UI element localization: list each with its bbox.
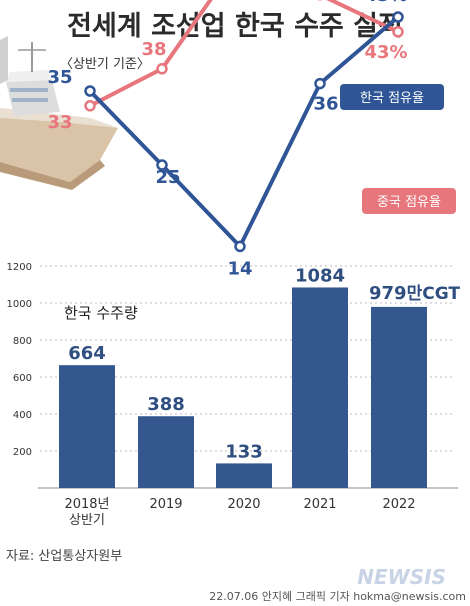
- point-korea-4: [392, 11, 404, 23]
- legend-korea-label: 한국 점유율: [360, 91, 424, 106]
- bar-value-label: 133: [225, 441, 263, 462]
- y-tick-label: 1200: [7, 262, 32, 273]
- bar-value-label: 388: [147, 394, 185, 415]
- y-tick-label: 400: [13, 410, 32, 421]
- point-korea-2: [234, 240, 246, 253]
- y-tick-label: 600: [13, 373, 32, 384]
- share-line-chart: 3525143645%3338534843%: [47, 0, 408, 279]
- bar-2018년: [59, 365, 115, 488]
- point-china-4: [392, 26, 404, 38]
- y-tick-label: 800: [13, 336, 32, 347]
- x-category-label: 2019: [149, 497, 182, 512]
- bar-2020: [216, 463, 272, 488]
- chart-subtitle: 〈상반기 기준〉: [60, 57, 150, 72]
- korea-share-label: 25: [155, 167, 180, 188]
- korea-share-label: 45%: [364, 0, 407, 6]
- x-category-label: 2018년: [64, 497, 109, 512]
- unit-label: 만CGT: [407, 284, 461, 304]
- x-category-label: 2021: [303, 497, 336, 512]
- series-line-china: [89, 0, 399, 108]
- korea-share-label: 35: [47, 67, 72, 88]
- legend-korea: 한국 점유율: [340, 84, 444, 110]
- china-share-label: 33: [47, 112, 72, 133]
- chart-title: 전세계 조선업 한국 수주 실적: [67, 11, 403, 42]
- point-korea-1: [156, 159, 168, 171]
- korea-share-label: 14: [227, 258, 252, 279]
- point-korea-3: [314, 77, 326, 90]
- x-category-label: 2020: [227, 497, 260, 512]
- legend-china-label: 중국 점유율: [377, 195, 441, 210]
- point-china-0: [84, 100, 96, 112]
- x-category-label: 2022: [382, 497, 415, 512]
- credit-line: 22.07.06 안지혜 그래픽 기자 hokma@newsis.com: [209, 590, 466, 603]
- china-share-label: 43%: [364, 42, 407, 63]
- bar-value-label: 664: [68, 343, 106, 364]
- china-share-label: 38: [141, 39, 166, 60]
- bar-chart-title: 한국 수주량: [64, 304, 138, 322]
- y-tick-label: 1000: [7, 299, 32, 310]
- bar-value-label: 979만CGT: [369, 283, 460, 304]
- ship-illustration: [0, 36, 118, 190]
- legend-china: 중국 점유율: [362, 188, 456, 214]
- series-line-korea: [88, 15, 400, 249]
- bar-2019: [138, 416, 194, 488]
- bar-2021: [292, 287, 348, 488]
- y-tick-label: 200: [13, 447, 32, 458]
- x-category-label: 상반기: [69, 513, 105, 528]
- bar-value-label: 1084: [295, 265, 345, 286]
- source-note: 자료: 산업통상자원부: [6, 549, 122, 564]
- point-china-1: [156, 63, 168, 75]
- korea-share-label: 36: [313, 94, 338, 115]
- watermark-logo: NEWSIS: [357, 565, 446, 589]
- point-korea-0: [84, 85, 96, 97]
- bar-2022: [371, 306, 427, 488]
